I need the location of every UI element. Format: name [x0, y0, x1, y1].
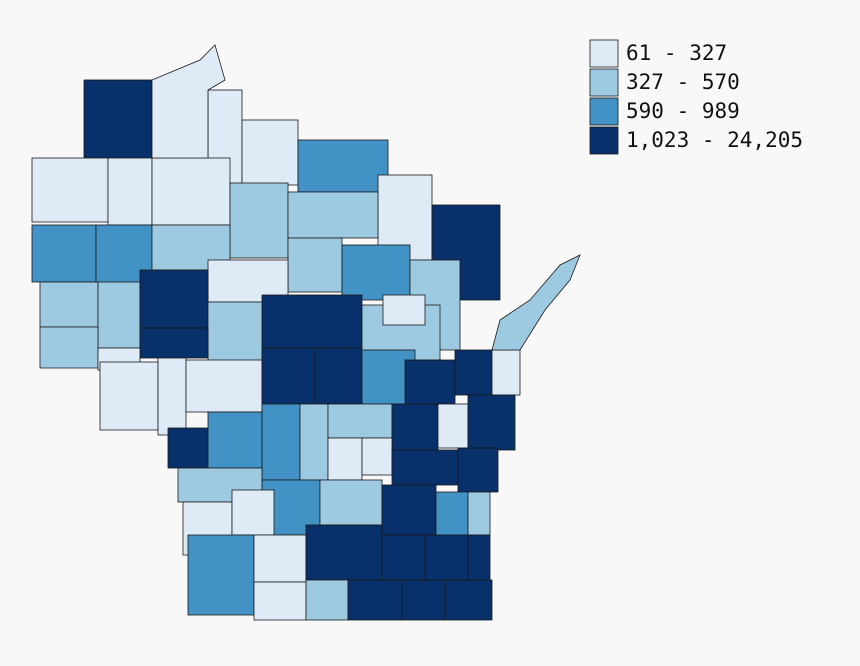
county: [435, 491, 469, 536]
county: [253, 581, 307, 621]
county: [444, 579, 493, 621]
county: [314, 347, 363, 405]
county: [107, 157, 153, 226]
county: [457, 447, 499, 493]
legend-swatch: [589, 97, 619, 126]
counties: [31, 44, 581, 621]
legend-label: 61 - 327: [626, 41, 727, 65]
legend-swatch: [589, 68, 619, 97]
county: [297, 139, 389, 193]
county: [151, 44, 226, 159]
county: [287, 237, 343, 293]
county: [187, 534, 255, 616]
county: [381, 484, 437, 536]
county: [327, 437, 363, 481]
county: [391, 403, 439, 451]
county: [231, 489, 275, 536]
county: [83, 79, 153, 159]
county: [404, 359, 456, 405]
county: [491, 254, 581, 351]
county: [347, 579, 403, 621]
county: [305, 524, 383, 581]
county: [261, 347, 316, 405]
county: [39, 281, 99, 328]
legend-swatch: [589, 126, 619, 155]
county: [467, 491, 491, 536]
county: [31, 157, 109, 223]
county: [139, 327, 209, 359]
legend: 61 - 327 327 - 570 590 - 989 1,023 - 24,205: [589, 39, 803, 155]
county: [424, 534, 469, 581]
legend-label: 590 - 989: [626, 99, 740, 123]
county: [467, 534, 491, 581]
county: [185, 359, 263, 413]
legend-label: 1,023 - 24,205: [626, 128, 803, 152]
legend-label: 327 - 570: [626, 70, 740, 94]
county: [139, 269, 209, 329]
county: [207, 411, 263, 469]
county: [401, 579, 446, 621]
county: [39, 326, 99, 369]
county: [361, 437, 393, 476]
county: [327, 403, 393, 439]
county: [229, 182, 289, 259]
county: [97, 281, 141, 349]
county: [151, 157, 231, 226]
county: [253, 534, 307, 583]
county: [341, 244, 411, 301]
county: [491, 349, 521, 396]
county: [382, 294, 426, 326]
county: [99, 361, 159, 431]
county: [287, 191, 379, 239]
county: [381, 534, 426, 581]
county: [467, 394, 516, 451]
county: [167, 427, 211, 469]
county: [391, 449, 459, 486]
legend-swatch: [589, 39, 619, 68]
county: [261, 294, 363, 349]
county: [299, 403, 329, 481]
county: [305, 579, 349, 621]
county: [454, 349, 493, 396]
county: [437, 403, 469, 449]
county: [31, 224, 97, 283]
county: [319, 479, 383, 526]
county: [241, 119, 299, 186]
county: [157, 357, 187, 436]
county: [261, 403, 301, 481]
